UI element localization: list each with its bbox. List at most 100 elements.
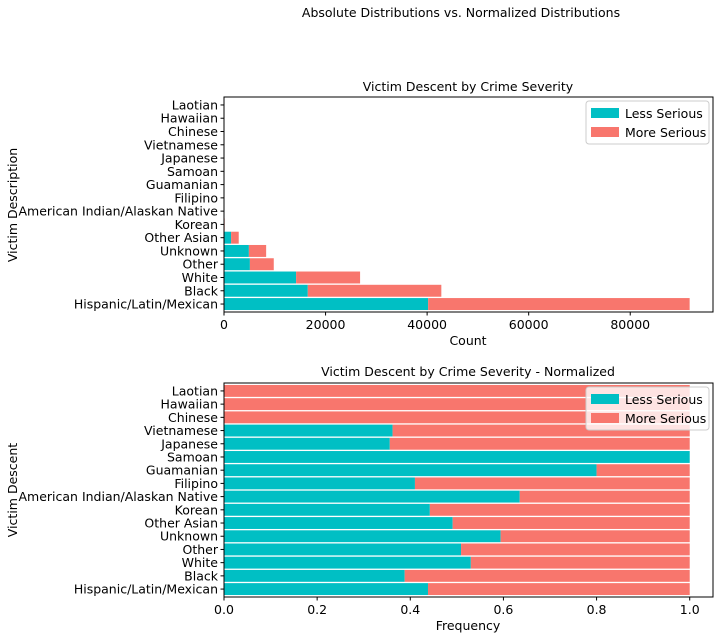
x-axis-label: Frequency bbox=[436, 618, 501, 633]
y-tick-label: Japanese bbox=[160, 436, 218, 451]
x-tick-label: 60000 bbox=[509, 317, 549, 332]
y-tick-label: Guamanian bbox=[146, 177, 218, 192]
x-tick-label: 0.4 bbox=[400, 602, 420, 617]
y-tick-label: Unknown bbox=[160, 529, 218, 544]
axes-frame bbox=[223, 382, 714, 598]
bar-less-serious bbox=[224, 464, 597, 477]
legend-label-less-serious: Less Serious bbox=[625, 106, 703, 121]
bar-less-serious bbox=[224, 477, 415, 490]
bar-less-serious bbox=[224, 231, 232, 244]
y-tick-label: Unknown bbox=[160, 243, 218, 258]
legend: Less Serious More Serious bbox=[585, 386, 710, 431]
bar-less-serious bbox=[224, 271, 297, 284]
y-axis-label: Victim Descent bbox=[5, 443, 20, 537]
bar-more-serious bbox=[231, 231, 239, 244]
legend-swatch-less-serious bbox=[591, 108, 619, 118]
y-axis-label: Victim Description bbox=[5, 148, 20, 262]
y-tick-label: Other bbox=[183, 542, 219, 557]
bar-more-serious bbox=[500, 530, 690, 543]
legend-swatch-more-serious bbox=[591, 413, 619, 423]
y-tick-label: Japanese bbox=[160, 151, 218, 166]
y-tick-label: White bbox=[182, 555, 219, 570]
x-tick-label: 20000 bbox=[306, 317, 346, 332]
x-tick-label: 1.0 bbox=[680, 602, 700, 617]
chart-title: Victim Descent by Crime Severity bbox=[363, 79, 574, 94]
y-tick-label: Chinese bbox=[168, 410, 218, 425]
y-tick-label: Guamanian bbox=[146, 463, 218, 478]
y-tick-label: Black bbox=[184, 568, 219, 583]
bar-more-serious bbox=[248, 244, 267, 257]
x-tick-label: 0.8 bbox=[587, 602, 607, 617]
y-tick-label: Hawaiian bbox=[161, 397, 218, 412]
x-tick-label: 0 bbox=[220, 317, 228, 332]
y-tick-label: Samoan bbox=[167, 164, 218, 179]
bar-more-serious bbox=[224, 398, 690, 411]
y-tick-label: Filipino bbox=[174, 190, 218, 205]
y-tick-label: Other bbox=[183, 257, 219, 272]
legend-label-less-serious: Less Serious bbox=[625, 392, 703, 407]
x-axis-label: Count bbox=[449, 333, 486, 348]
y-tick-label: Laotian bbox=[172, 383, 218, 398]
y-tick-label: Laotian bbox=[172, 97, 218, 112]
bar-less-serious bbox=[224, 258, 250, 271]
bar-more-serious bbox=[519, 490, 690, 503]
bar-more-serious bbox=[427, 583, 690, 596]
y-tick-label: Hawaiian bbox=[161, 111, 218, 126]
y-tick-label: Vietnamese bbox=[144, 137, 218, 152]
bar-more-serious bbox=[404, 569, 690, 582]
bar-less-serious bbox=[224, 298, 429, 311]
x-tick-label: 0.2 bbox=[307, 602, 327, 617]
bar-more-serious bbox=[389, 437, 690, 450]
bar-less-serious bbox=[224, 530, 501, 543]
bar-more-serious bbox=[461, 543, 690, 556]
chart-title: Victim Descent by Crime Severity - Norma… bbox=[321, 364, 615, 379]
y-tick-label: Vietnamese bbox=[144, 423, 218, 438]
y-tick-label: Samoan bbox=[167, 449, 218, 464]
legend-label-more-serious: More Serious bbox=[625, 125, 706, 140]
bar-less-serious bbox=[224, 556, 471, 569]
x-tick-label: 80000 bbox=[610, 317, 650, 332]
bar-more-serious bbox=[249, 258, 274, 271]
bar-more-serious bbox=[596, 464, 690, 477]
bar-less-serious bbox=[224, 503, 430, 516]
bar-less-serious bbox=[224, 490, 520, 503]
legend-swatch-less-serious bbox=[591, 394, 619, 404]
bar-less-serious bbox=[224, 424, 393, 437]
bar-less-serious bbox=[224, 517, 453, 529]
y-tick-label: White bbox=[182, 270, 219, 285]
bar-more-serious bbox=[428, 298, 690, 311]
y-tick-label: Korean bbox=[175, 502, 218, 517]
bar-less-serious bbox=[224, 583, 428, 596]
bar-more-serious bbox=[307, 284, 442, 297]
figure-suptitle: Absolute Distributions vs. Normalized Di… bbox=[302, 5, 620, 20]
y-tick-label: Other Asian bbox=[144, 516, 218, 531]
bar-more-serious bbox=[414, 477, 690, 490]
chart-absolute: Victim Descent by Crime Severity Count V… bbox=[5, 79, 714, 348]
bar-more-serious bbox=[392, 424, 690, 437]
legend-label-more-serious: More Serious bbox=[625, 411, 706, 426]
x-tick-label: 0.0 bbox=[214, 602, 234, 617]
legend-swatch-more-serious bbox=[591, 127, 619, 137]
bar-more-serious bbox=[429, 503, 690, 516]
bar-less-serious bbox=[224, 451, 690, 463]
y-tick-label: Filipino bbox=[174, 476, 218, 491]
y-tick-label: Korean bbox=[175, 217, 218, 232]
x-tick-label: 40000 bbox=[407, 317, 447, 332]
bar-less-serious bbox=[224, 569, 405, 582]
bar-more-serious bbox=[224, 411, 690, 424]
axes-frame bbox=[223, 96, 714, 313]
bar-less-serious bbox=[224, 284, 308, 297]
bar-less-serious bbox=[224, 543, 462, 556]
bar-more-serious bbox=[452, 517, 690, 529]
y-tick-label: Hispanic/Latin/Mexican bbox=[74, 297, 218, 312]
bar-more-serious bbox=[470, 556, 690, 569]
y-tick-label: Hispanic/Latin/Mexican bbox=[74, 582, 218, 597]
legend: Less Serious More Serious bbox=[585, 100, 710, 145]
bar-less-serious bbox=[224, 244, 249, 257]
bar-more-serious bbox=[296, 271, 361, 284]
y-tick-label: Other Asian bbox=[144, 230, 218, 245]
chart-normalized: Victim Descent by Crime Severity - Norma… bbox=[5, 364, 714, 633]
y-tick-label: Chinese bbox=[168, 124, 218, 139]
x-tick-label: 0.6 bbox=[493, 602, 513, 617]
